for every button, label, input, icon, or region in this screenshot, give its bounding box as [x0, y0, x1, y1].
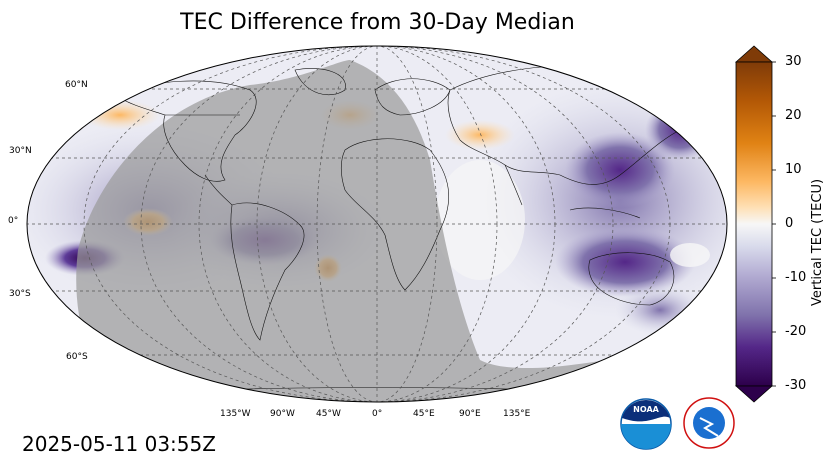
colorbar-axis-label: Vertical TEC (TECU) — [810, 178, 825, 306]
colorbar-tick: 10 — [785, 162, 802, 177]
lat-label: 30°S — [9, 289, 31, 299]
colorbar-tick: 20 — [785, 108, 802, 123]
timestamp: 2025-05-11 03:55Z — [22, 432, 216, 456]
lon-label: 45°E — [413, 409, 435, 419]
colorbar-labels: 30 20 10 0 -10 -20 -30 Vertical TEC (TEC… — [736, 46, 835, 406]
lon-label: 90°W — [270, 409, 295, 419]
colorbar — [734, 45, 776, 403]
noaa-logo: NOAA — [620, 398, 672, 450]
map-border — [26, 45, 728, 403]
colorbar-tick: -30 — [785, 378, 807, 393]
svg-text:NOAA: NOAA — [633, 405, 659, 414]
lon-label: 45°W — [316, 409, 341, 419]
lat-label: 60°S — [66, 352, 88, 362]
lon-label: 90°E — [459, 409, 481, 419]
lat-label: 60°N — [65, 80, 88, 90]
lat-label: 30°N — [9, 146, 32, 156]
lon-label: 135°E — [503, 409, 531, 419]
colorbar-tick: 30 — [785, 54, 802, 69]
night-shade — [76, 60, 727, 402]
colorbar-tick: -20 — [785, 324, 807, 339]
graticule — [27, 46, 727, 402]
colorbar-tick: -10 — [785, 270, 807, 285]
lon-label: 0° — [372, 409, 383, 419]
colorbar-tick: 0 — [785, 216, 794, 231]
lon-label: 135°W — [220, 409, 251, 419]
lat-label: 0° — [8, 216, 19, 226]
nws-logo — [683, 397, 735, 449]
map-title: TEC Difference from 30-Day Median — [180, 10, 575, 35]
tec-field — [27, 46, 727, 402]
